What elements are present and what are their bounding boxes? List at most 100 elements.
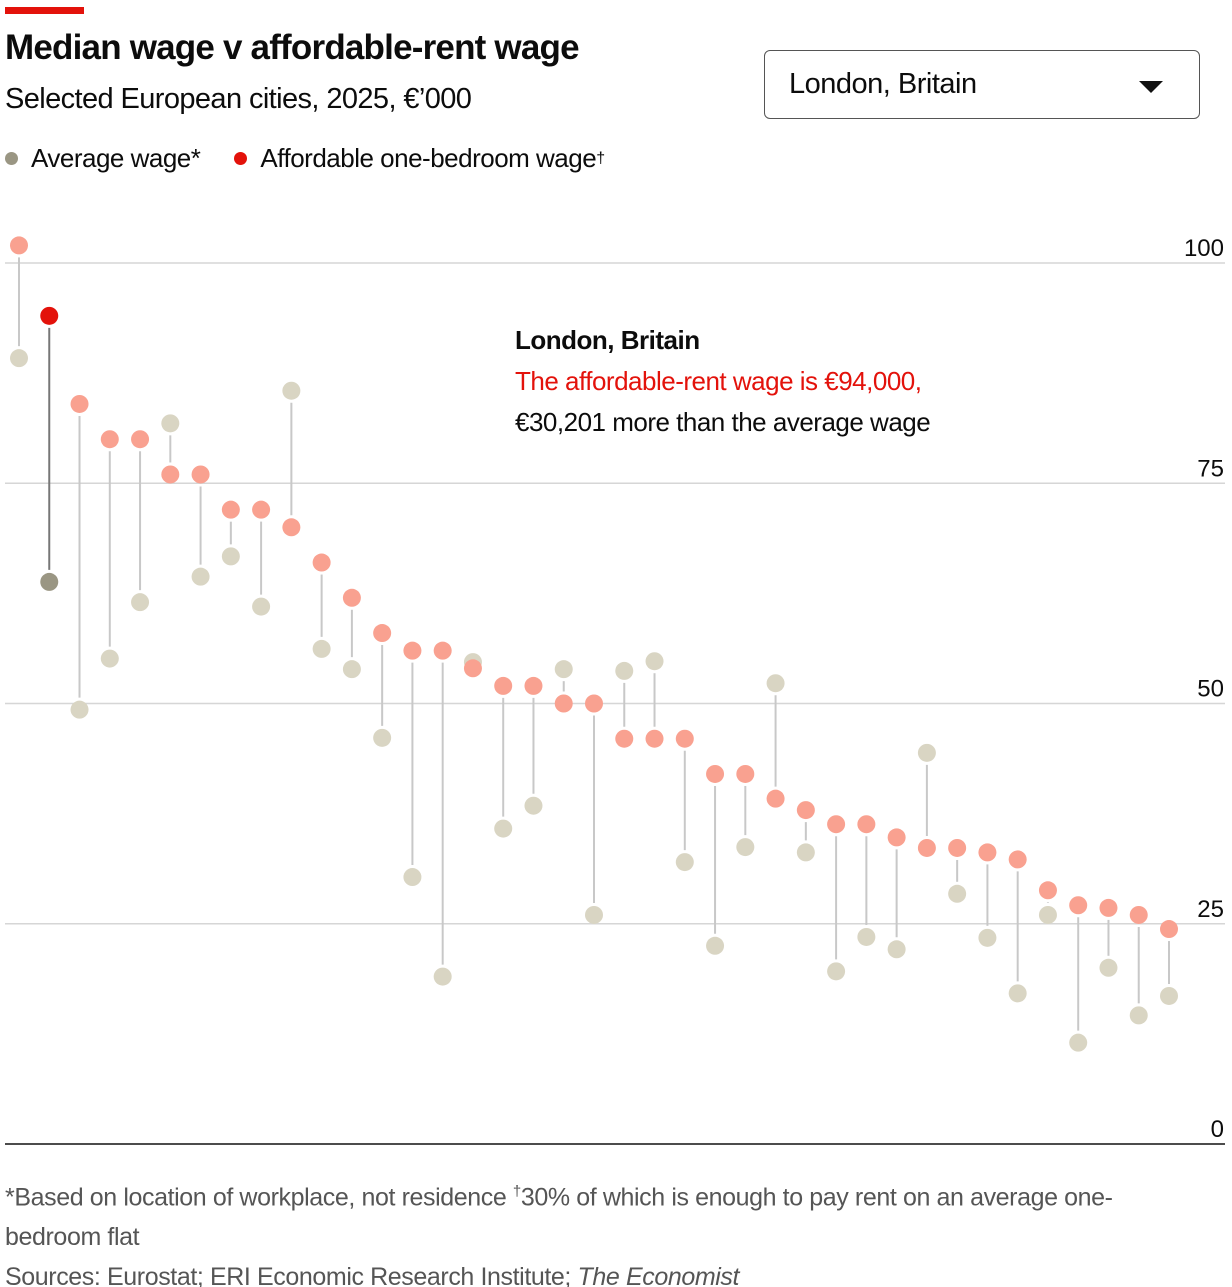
average-wage-dot xyxy=(554,660,573,679)
average-wage-dot xyxy=(100,649,119,668)
sources: Sources: Eurostat; ERI Economic Research… xyxy=(5,1263,578,1287)
average-wage-dot xyxy=(161,414,180,433)
footnote: *Based on location of workplace, not res… xyxy=(5,1172,1185,1287)
average-wage-dot xyxy=(282,381,301,400)
affordable-wage-dot xyxy=(161,465,180,484)
affordable-wage-dot xyxy=(10,236,28,255)
average-wage-dot xyxy=(645,652,664,671)
annotation-line1: The affordable-rent wage is €94,000, xyxy=(515,366,922,396)
legend-dagger: † xyxy=(596,149,605,167)
affordable-wage-dot xyxy=(1069,896,1088,915)
affordable-wage-dot xyxy=(403,641,422,660)
average-wage-dot xyxy=(1099,958,1118,977)
affordable-wage-dot xyxy=(857,815,876,834)
average-wage-dot xyxy=(1038,905,1057,924)
affordable-wage-dot xyxy=(675,729,694,748)
average-wage-dot xyxy=(221,547,240,566)
average-wage-dot xyxy=(252,597,271,616)
annotation: London, Britain The affordable-rent wage… xyxy=(515,320,931,443)
affordable-wage-dot xyxy=(463,659,482,678)
chart-title: Median wage v affordable-rent wage xyxy=(5,28,580,67)
affordable-wage-dot xyxy=(524,676,543,695)
average-wage-dot xyxy=(917,743,936,762)
average-wage-dot xyxy=(615,661,634,680)
affordable-wage-dot xyxy=(948,838,967,857)
city-select[interactable]: London, Britain xyxy=(764,50,1200,119)
y-tick-label: 0 xyxy=(1211,1116,1224,1143)
affordable-wage-dot xyxy=(615,729,634,748)
affordable-wage-dot xyxy=(70,394,89,413)
average-wage-dot xyxy=(1160,986,1178,1005)
chart-subtitle: Selected European cities, 2025, €’000 xyxy=(5,83,472,115)
affordable-wage-dot xyxy=(433,641,452,660)
legend-label-average: Average wage* xyxy=(31,143,201,173)
affordable-wage-dot xyxy=(1129,905,1148,924)
annotation-city: London, Britain xyxy=(515,325,700,355)
affordable-wage-dot xyxy=(191,465,210,484)
average-wage-dot xyxy=(675,853,694,872)
affordable-wage-dot xyxy=(221,500,240,519)
affordable-wage-dot xyxy=(494,676,513,695)
average-wage-dot xyxy=(10,349,28,368)
average-wage-dot xyxy=(494,819,513,838)
affordable-wage-dot xyxy=(1038,881,1057,900)
affordable-wage-dot xyxy=(40,306,59,325)
affordable-wage-dot xyxy=(585,694,603,713)
affordable-wage-dot xyxy=(100,430,119,449)
y-tick-label: 100 xyxy=(1184,235,1224,262)
legend-item-affordable: Affordable one-bedroom wage † xyxy=(234,143,605,174)
affordable-wage-dot xyxy=(252,500,271,519)
affordable-wage-dot xyxy=(554,694,573,713)
affordable-wage-dot xyxy=(978,843,997,862)
affordable-wage-dot xyxy=(1160,920,1178,939)
y-tick-label: 75 xyxy=(1197,455,1224,482)
average-wage-dot xyxy=(70,700,89,719)
affordable-wage-dot xyxy=(131,430,150,449)
legend-item-average: Average wage* xyxy=(5,143,201,174)
affordable-wage-dot xyxy=(917,838,936,857)
footnote-dagger: † xyxy=(512,1183,521,1200)
affordable-wage-dot xyxy=(827,815,846,834)
footnote-a: *Based on location of workplace, not res… xyxy=(5,1183,513,1212)
chart-svg: 0 25 50 75 100 xyxy=(5,235,1225,1145)
average-wage-dot xyxy=(433,967,452,986)
average-wage-dot xyxy=(131,593,150,612)
legend-dot-affordable xyxy=(234,152,248,165)
average-wage-dot xyxy=(585,905,603,924)
affordable-wage-dot xyxy=(887,828,906,847)
average-wage-dot xyxy=(1008,984,1027,1003)
chevron-down-icon xyxy=(1139,81,1163,93)
average-wage-dot xyxy=(342,660,361,679)
affordable-wage-dot xyxy=(645,729,664,748)
affordable-wage-dot xyxy=(373,624,392,643)
affordable-wage-dot xyxy=(1008,850,1027,869)
average-wage-dot xyxy=(857,927,876,946)
average-wage-dot xyxy=(1069,1033,1088,1052)
affordable-wage-dot xyxy=(736,764,755,783)
average-wage-dot xyxy=(978,928,997,947)
average-wage-dot xyxy=(312,639,331,658)
average-wage-dot xyxy=(191,567,210,586)
affordable-wage-dot xyxy=(766,789,785,808)
average-wage-dot xyxy=(1129,1006,1148,1025)
y-tick-label: 50 xyxy=(1197,676,1224,703)
affordable-wage-dot xyxy=(796,801,815,820)
average-wage-dot xyxy=(766,674,785,693)
affordable-wage-dot xyxy=(282,518,301,537)
average-wage-dot xyxy=(706,936,725,955)
affordable-wage-dot xyxy=(312,553,331,572)
legend-label-affordable: Affordable one-bedroom wage xyxy=(260,143,597,173)
affordable-wage-dot xyxy=(342,588,361,607)
average-wage-dot xyxy=(373,728,392,747)
average-wage-dot xyxy=(827,962,846,981)
average-wage-dot xyxy=(796,843,815,862)
legend: Average wage* Affordable one-bedroom wag… xyxy=(5,143,639,174)
sources-italic: The Economist xyxy=(577,1263,740,1287)
brand-bar xyxy=(5,7,84,14)
y-tick-label: 25 xyxy=(1197,896,1224,923)
average-wage-dot xyxy=(403,868,422,887)
average-wage-dot xyxy=(736,838,755,857)
affordable-wage-dot xyxy=(706,764,725,783)
annotation-line2: €30,201 more than the average wage xyxy=(515,407,931,437)
